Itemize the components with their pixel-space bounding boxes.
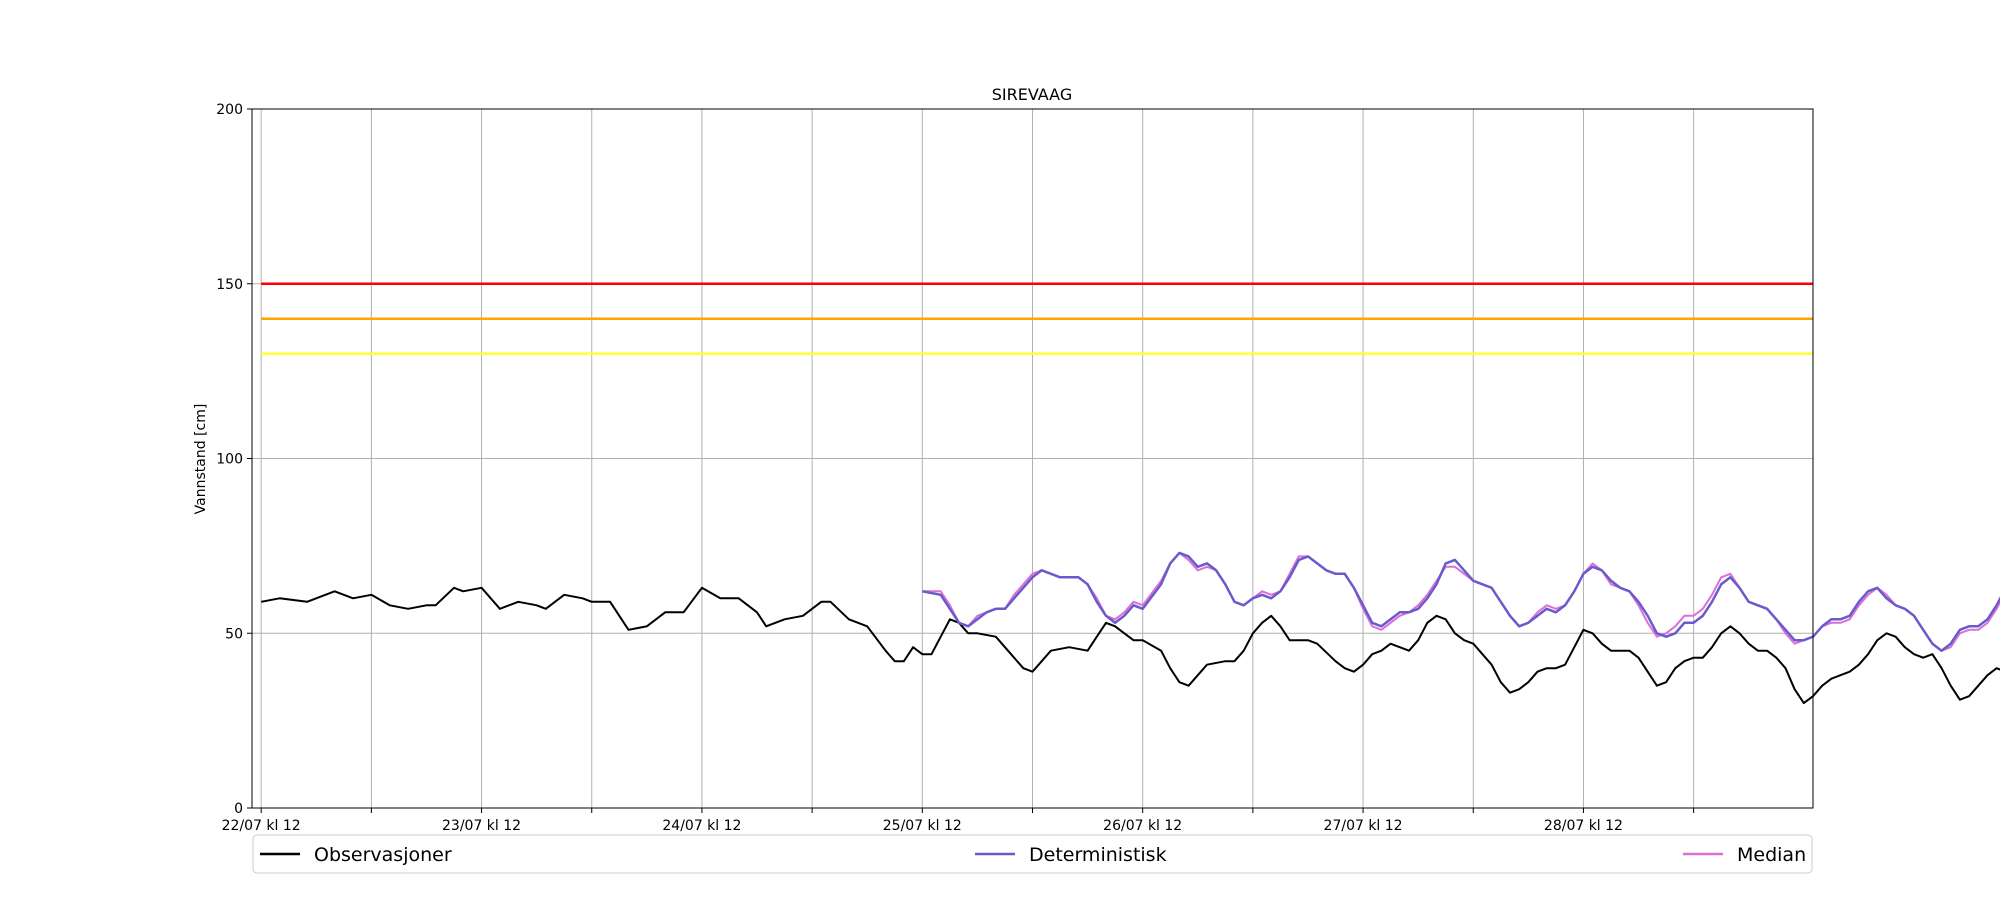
legend-box bbox=[252, 834, 1813, 874]
x-tick-label: 24/07 kl 12 bbox=[662, 818, 741, 834]
x-tick-label: 25/07 kl 12 bbox=[883, 818, 962, 834]
legend: Observasjoner Deterministisk Median bbox=[252, 834, 1813, 874]
y-tick-label: 50 bbox=[225, 626, 243, 642]
x-axis: 22/07 kl 12 23/07 kl 12 24/07 kl 12 25/07 k… bbox=[222, 808, 1695, 834]
y-tick-label: 150 bbox=[216, 277, 243, 293]
chart-title: SIREVAAG bbox=[992, 85, 1072, 104]
threshold-lines bbox=[261, 282, 1813, 355]
series-lines bbox=[261, 551, 2000, 705]
x-tick-label: 23/07 kl 12 bbox=[442, 818, 521, 834]
grid bbox=[252, 108, 1813, 809]
legend-label: Deterministisk bbox=[1029, 844, 1167, 866]
y-axis-label: Vannstand [cm] bbox=[193, 404, 209, 515]
y-tick-label: 200 bbox=[216, 102, 243, 118]
x-tick-label: 22/07 kl 12 bbox=[222, 818, 301, 834]
legend-label: Observasjoner bbox=[314, 844, 452, 866]
y-tick-label: 100 bbox=[216, 452, 243, 468]
y-tick-label: 0 bbox=[234, 801, 243, 817]
x-tick-label: 28/07 kl 12 bbox=[1544, 818, 1623, 834]
x-tick-label: 26/07 kl 12 bbox=[1103, 818, 1182, 834]
legend-label: Median bbox=[1737, 844, 1806, 866]
series-line-observasjoner bbox=[261, 586, 2000, 705]
series-line-deterministisk bbox=[922, 551, 2000, 652]
y-axis: 0 50 100 150 200 bbox=[216, 102, 252, 817]
x-tick-label: 27/07 kl 12 bbox=[1324, 818, 1403, 834]
